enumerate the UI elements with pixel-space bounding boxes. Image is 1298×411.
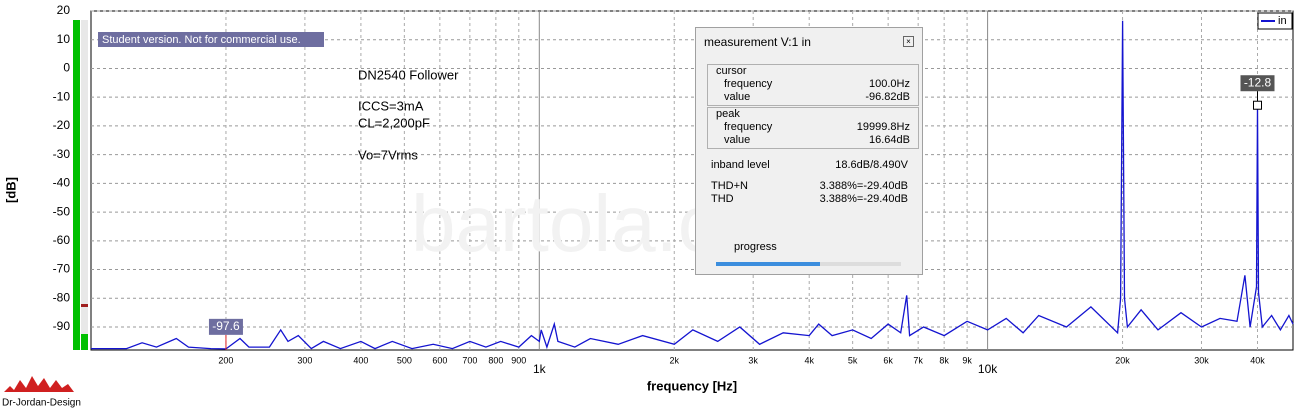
- x-tick-label: 2k: [669, 355, 679, 365]
- x-tick-label: 20k: [1115, 355, 1130, 365]
- measurement-panel: measurement V:1 in × cursor frequency 100…: [695, 27, 923, 275]
- y-tick-label: 10: [57, 32, 71, 46]
- close-button[interactable]: ×: [903, 36, 914, 47]
- label: value: [724, 91, 751, 103]
- value: 3.388%=-29.40dB: [819, 180, 908, 192]
- note: CL=2,200pF: [358, 115, 430, 130]
- summary-row: inband level 18.6dB/8.490V: [711, 159, 914, 171]
- y-axis-label: [dB]: [3, 177, 18, 203]
- x-tick-label: 30k: [1194, 355, 1209, 365]
- note: ICCS=3mA: [358, 98, 424, 113]
- logo: [4, 376, 74, 392]
- marker-label-bg: [208, 318, 243, 335]
- y-tick-label: -40: [53, 176, 71, 190]
- x-tick-label: 7k: [913, 355, 923, 365]
- x-tick-label: 500: [397, 355, 412, 365]
- y-tick-label: -50: [53, 204, 71, 218]
- progress-track: [716, 262, 901, 266]
- x-tick-label: 1k: [533, 362, 547, 376]
- label: THD+N: [711, 180, 748, 192]
- progress-label: progress: [734, 241, 777, 253]
- y-tick-label: -10: [53, 89, 71, 103]
- label: frequency: [724, 78, 773, 90]
- x-tick-label: 600: [432, 355, 447, 365]
- trace: [91, 20, 1294, 350]
- value: 100.0Hz: [869, 78, 910, 90]
- x-tick-label: 3k: [748, 355, 758, 365]
- note: Vo=7Vrms: [358, 147, 418, 162]
- progress-bar: [716, 262, 820, 266]
- group-heading: cursor: [716, 65, 747, 77]
- label: value: [724, 134, 751, 146]
- marker-label-bg: [1240, 75, 1275, 92]
- summary-row: THD 3.388%=-29.40dB: [711, 193, 914, 205]
- label: inband level: [711, 159, 770, 171]
- group-heading: peak: [716, 108, 740, 120]
- x-tick-label: 300: [297, 355, 312, 365]
- note: DN2540 Follower: [358, 67, 459, 82]
- y-tick-label: -30: [53, 147, 71, 161]
- marker-label: -12.8: [1244, 75, 1272, 89]
- x-tick-label: 4k: [804, 355, 814, 365]
- level-peak: [81, 304, 88, 307]
- value: 3.388%=-29.40dB: [819, 193, 908, 205]
- x-tick-label: 400: [353, 355, 368, 365]
- plot-frame: [90, 10, 1294, 351]
- legend-label: in: [1278, 15, 1287, 27]
- value: 18.6dB/8.490V: [835, 159, 908, 171]
- label: frequency: [724, 121, 773, 133]
- x-tick-label: 900: [511, 355, 526, 365]
- note: Student version. Not for commercial use.: [102, 34, 301, 46]
- x-tick-label: 700: [462, 355, 477, 365]
- y-tick-label: -60: [53, 233, 71, 247]
- x-tick-label: 10k: [978, 362, 998, 376]
- y-tick-label: 20: [57, 3, 71, 17]
- logo-text: Dr-Jordan-Design: [2, 398, 81, 409]
- value: -96.82dB: [865, 91, 910, 103]
- value: 19999.8Hz: [856, 121, 910, 133]
- y-tick-label: -80: [53, 290, 71, 304]
- x-axis-label: frequency [Hz]: [647, 378, 737, 393]
- x-tick-label: 800: [488, 355, 503, 365]
- x-tick-label: 9k: [962, 355, 972, 365]
- summary-row: THD+N 3.388%=-29.40dB: [711, 180, 914, 192]
- level-meter: [81, 20, 88, 350]
- cursor-group: cursor frequency 100.0Hz value -96.82dB: [707, 64, 919, 106]
- x-tick-label: 40k: [1250, 355, 1265, 365]
- peak-marker: [1253, 100, 1263, 110]
- y-tick-label: -70: [53, 262, 71, 276]
- peak-group: peak frequency 19999.8Hz value 16.64dB: [707, 107, 919, 149]
- y-tick-label: -20: [53, 118, 71, 132]
- level-meter: [73, 20, 80, 350]
- value: 16.64dB: [869, 134, 910, 146]
- y-tick-label: 0: [63, 61, 70, 75]
- x-tick-label: 5k: [848, 355, 858, 365]
- label: THD: [711, 193, 734, 205]
- marker-label: -97.6: [212, 319, 240, 333]
- x-tick-label: 200: [218, 355, 233, 365]
- level-meter: [81, 334, 88, 350]
- y-tick-label: -90: [53, 319, 71, 333]
- x-tick-label: 6k: [883, 355, 893, 365]
- panel-title: measurement V:1 in: [704, 35, 811, 49]
- note-bg: [98, 32, 324, 47]
- x-tick-label: 8k: [939, 355, 949, 365]
